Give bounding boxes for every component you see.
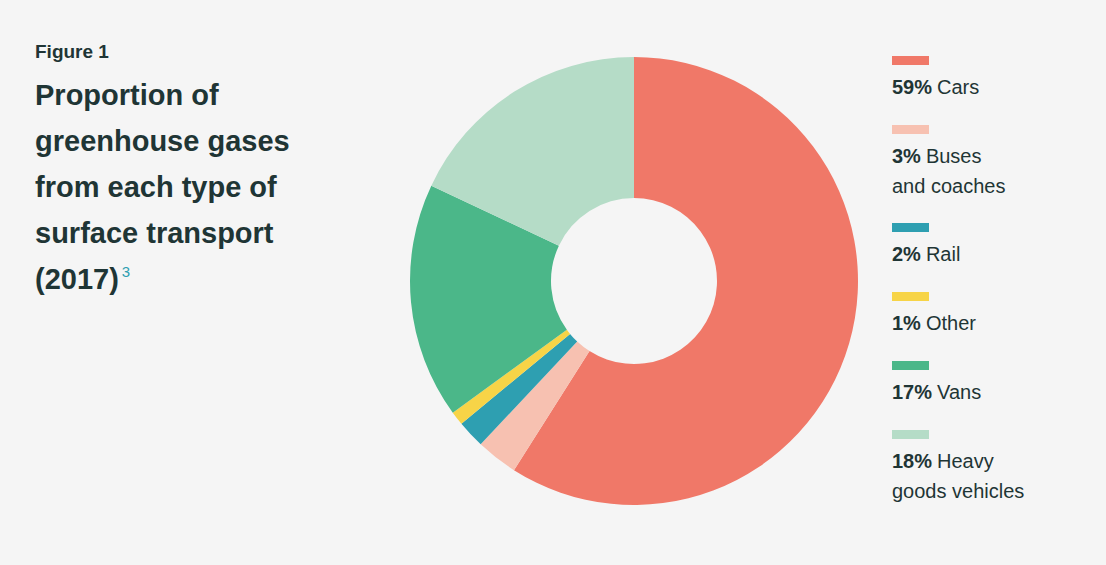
legend-name: goods vehicles <box>892 480 1024 502</box>
title-line: from each type of <box>35 171 277 203</box>
legend-item: 18%Heavy goods vehicles <box>892 430 1024 502</box>
legend-label: 17%Vans <box>892 381 981 403</box>
legend-swatch <box>892 430 929 439</box>
legend-swatch <box>892 56 929 65</box>
donut <box>410 57 858 505</box>
title-line: (2017) <box>35 263 119 295</box>
title: Proportion of greenhouse gases from each t… <box>35 79 290 295</box>
legend-name: Buses <box>926 145 982 167</box>
legend-value: 59% <box>892 76 932 98</box>
title-line: greenhouse gases <box>35 125 290 157</box>
legend-item: 1%Other <box>892 292 976 334</box>
legend-swatch <box>892 292 929 301</box>
legend-value: 17% <box>892 381 932 403</box>
title-line: Proportion of <box>35 79 219 111</box>
legend-name: and coaches <box>892 175 1005 197</box>
legend-label: 18%Heavy goods vehicles <box>892 450 1024 502</box>
legend-value: 3% <box>892 145 921 167</box>
title-note: 3 <box>122 263 130 280</box>
title-line: surface transport <box>35 217 274 249</box>
chart: Figure 1 Proportion of greenhouse gases fro… <box>0 0 1106 565</box>
legend-swatch <box>892 361 929 370</box>
legend-value: 18% <box>892 450 932 472</box>
legend-value: 2% <box>892 243 921 265</box>
legend-name: Other <box>926 312 976 334</box>
legend-item: 2%Rail <box>892 223 960 265</box>
figure-label: Figure 1 <box>35 41 109 62</box>
legend: 59%Cars 3%Buses and coaches 2%Rail 1%Other 17… <box>892 56 1024 502</box>
legend-name: Cars <box>937 76 979 98</box>
legend-swatch <box>892 125 929 134</box>
legend-label: 59%Cars <box>892 76 979 98</box>
legend-name: Heavy <box>937 450 994 472</box>
slice <box>431 57 634 246</box>
background <box>0 0 1106 565</box>
legend-swatch <box>892 223 929 232</box>
legend-label: 2%Rail <box>892 243 960 265</box>
legend-label: 3%Buses and coaches <box>892 145 1005 197</box>
legend-item: 17%Vans <box>892 361 981 403</box>
legend-name: Vans <box>937 381 981 403</box>
legend-label: 1%Other <box>892 312 976 334</box>
legend-name: Rail <box>926 243 960 265</box>
legend-value: 1% <box>892 312 921 334</box>
title-group: Proportion of greenhouse gases from each t… <box>35 79 290 295</box>
legend-item: 3%Buses and coaches <box>892 125 1005 197</box>
legend-item: 59%Cars <box>892 56 979 98</box>
